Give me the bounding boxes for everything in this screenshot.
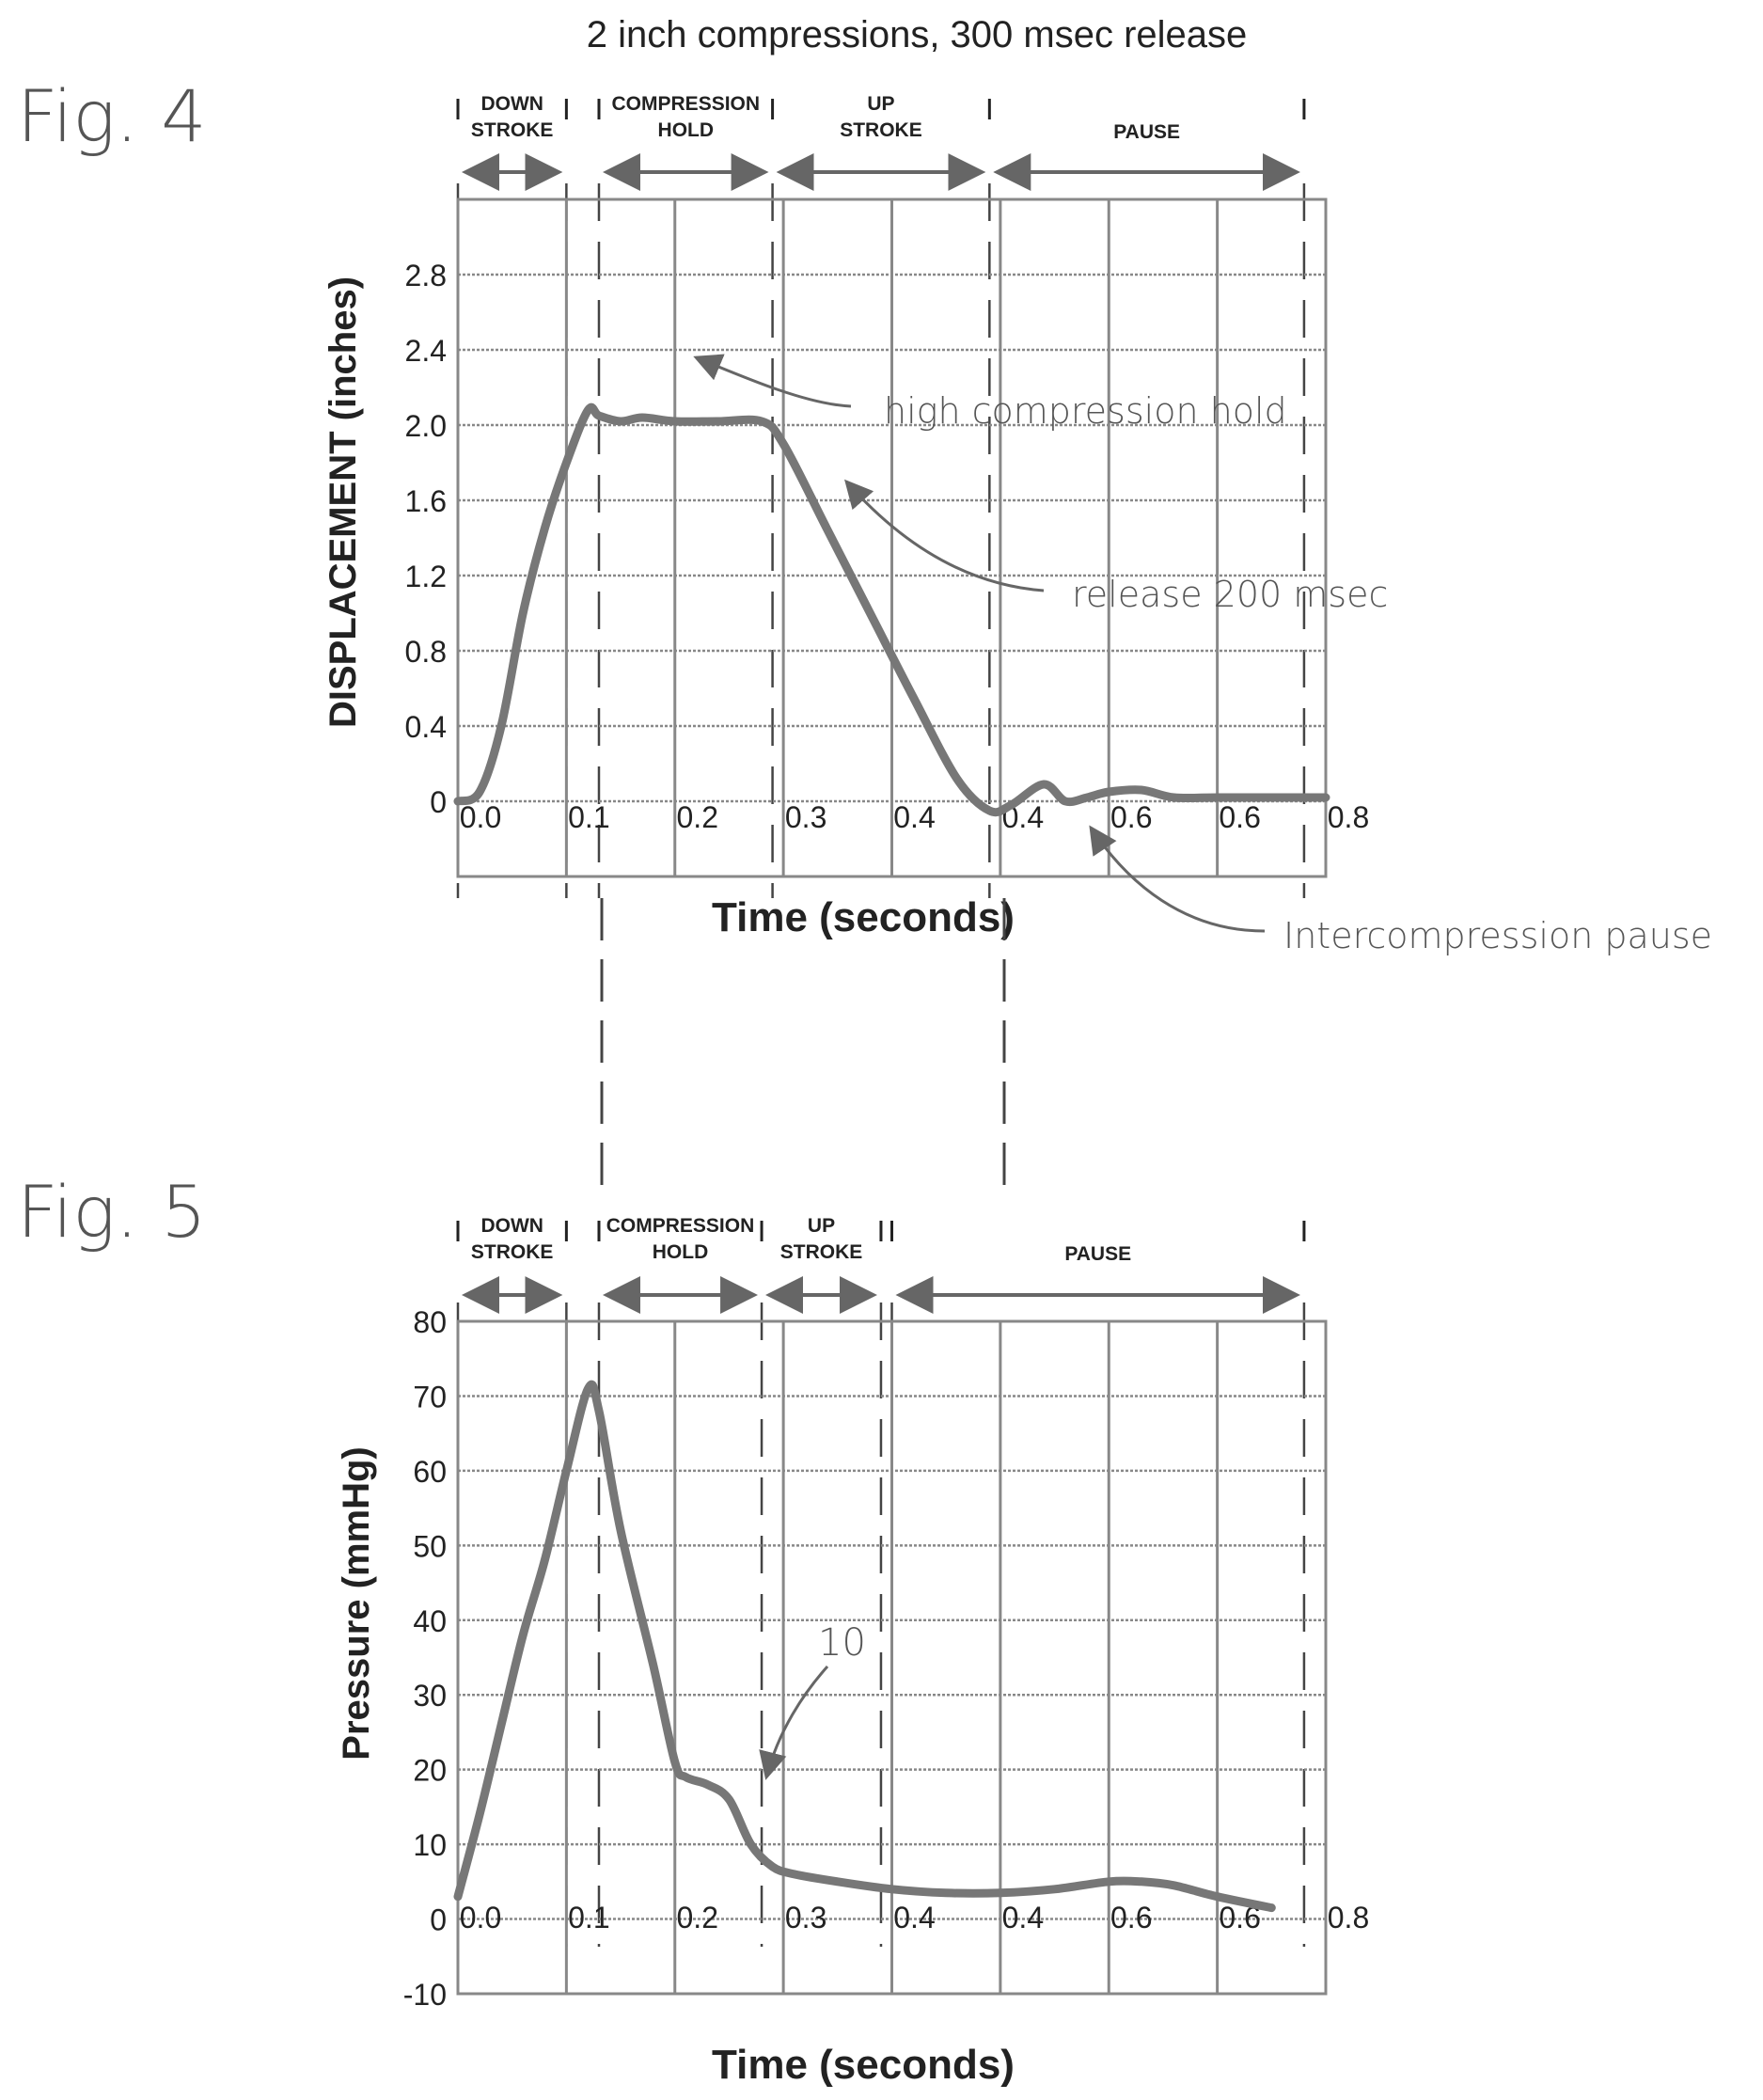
- fig-5-x-tick-label: 0.8: [1328, 1901, 1369, 1934]
- fig-5-y-tick-label: -10: [403, 1978, 447, 2012]
- fig-4-x-tick-label: 0.6: [1110, 800, 1152, 834]
- fig-5-x-tick-label: 0.3: [785, 1901, 826, 1934]
- fig-4-grid: [456, 197, 1328, 878]
- fig-5-x-tick-label: 0.2: [677, 1901, 718, 1934]
- fig-5-series-line: [453, 1380, 1276, 1913]
- fig-5-y-tick-label: 20: [413, 1754, 447, 1788]
- fig-4-y-tick-label: 2.4: [405, 334, 447, 368]
- fig-4-annotation-hold: high compression hold: [884, 390, 1287, 432]
- fig-5-annotation-ref-arrow: [759, 1666, 829, 1780]
- fig-4-x-tick-label: 0.0: [460, 800, 501, 834]
- fig-5-phase-label: COMPRESSION HOLD: [606, 1215, 755, 1263]
- fig-4-phase-label: PAUSE: [1113, 121, 1180, 143]
- fig-4-x-axis-label: Time (seconds): [712, 894, 1015, 940]
- fig-5-ticks: -10 0 10 20 30 40 50 60 70 80 0.0 0.1 0.2 0.3 0.4 0.4 0.…: [403, 1305, 1369, 2012]
- fig-4-x-tick-label: 0.2: [677, 800, 718, 834]
- fig-5-y-tick-label: 0: [430, 1903, 447, 1937]
- fig-5-phase-bar: DOWN STROKE COMPRESSION HOLD UP STROKE PAUSE: [456, 1215, 1306, 1947]
- fig-4-y-tick-label: 1.6: [405, 484, 447, 518]
- fig-4-annotation-pause: Intercompression pause: [1283, 915, 1712, 956]
- fig-5-phase-label: UP STROKE: [780, 1215, 863, 1263]
- fig-4-x-tick-label: 0.6: [1219, 800, 1260, 834]
- fig-4-y-tick-label: 0.4: [405, 710, 447, 744]
- fig-4-phase-label: COMPRESSION HOLD: [612, 93, 761, 141]
- page-title: 2 inch compressions, 300 msec release: [587, 14, 1248, 55]
- fig-4-x-tick-label: 0.8: [1328, 800, 1369, 834]
- fig-4-y-axis-label: DISPLACEMENT (inches): [323, 276, 364, 728]
- fig-4-y-tick-label: 1.2: [405, 560, 447, 593]
- fig-5-x-tick-label: 0.4: [1002, 1901, 1044, 1934]
- fig-4-x-tick-label: 0.3: [785, 800, 826, 834]
- fig-5-x-tick-label: 0.6: [1110, 1901, 1152, 1934]
- fig-4-phase-label: UP STROKE: [840, 93, 922, 141]
- fig-5-y-tick-label: 30: [413, 1679, 447, 1713]
- fig-5-series: [453, 1380, 1276, 1913]
- fig-4-series: [453, 403, 1330, 817]
- fig-4-x-tick-label: 0.4: [893, 800, 935, 834]
- fig-5-chart: Fig. 5 DOWN STROKE COMPRESSION HOLD UP STROKE…: [17, 1170, 1369, 2088]
- fig-5-phase-label: DOWN STROKE: [471, 1215, 554, 1263]
- fig-4-annotation-hold-arrow: [693, 354, 852, 408]
- fig-4-label: Fig. 4: [17, 74, 207, 158]
- fig-5-grid: [456, 1319, 1328, 1996]
- fig-5-x-axis-label: Time (seconds): [712, 2042, 1015, 2088]
- fig-5-y-tick-label: 60: [413, 1455, 447, 1489]
- fig-5-x-tick-label: 0.1: [568, 1901, 609, 1934]
- fig-5-x-tick-label: 0.0: [460, 1901, 501, 1934]
- fig-5-y-tick-label: 40: [413, 1604, 447, 1638]
- fig-4-chart: Fig. 4 DOWN STROKE COMPRESSION HOLD UP STROKE…: [17, 74, 1712, 956]
- fig-5-phase-label: PAUSE: [1064, 1243, 1131, 1265]
- fig-4-y-tick-label: 0.8: [405, 635, 447, 669]
- fig-4-y-tick-label: 0: [430, 785, 447, 819]
- shared-phase-dashed-lines: [600, 898, 1006, 1192]
- fig-5-y-tick-label: 10: [413, 1828, 447, 1862]
- fig-4-series-line: [453, 403, 1330, 817]
- fig-5-x-tick-label: 0.4: [893, 1901, 935, 1934]
- fig-4-y-tick-label: 2.0: [405, 409, 447, 443]
- fig-5-y-tick-label: 50: [413, 1529, 447, 1563]
- fig-4-phase-label: DOWN STROKE: [471, 93, 554, 141]
- fig-5-y-tick-label: 80: [413, 1305, 447, 1339]
- fig-4-annotation-release-arrow: [844, 479, 1045, 592]
- fig-5-label: Fig. 5: [17, 1170, 207, 1254]
- fig-4-ticks: 00.40.81.21.62.02.42.80.0 0.1 0.2 0.3 0.4 0.4…: [405, 259, 1370, 834]
- fig-5-y-axis-label: Pressure (mmHg): [336, 1446, 377, 1760]
- fig-4-annotation-pause-arrow: [1089, 825, 1266, 933]
- fig-4-annotation-release: release 200 msec: [1072, 574, 1388, 615]
- fig-4-x-tick-label: 0.1: [568, 800, 609, 834]
- fig-4-y-tick-label: 2.8: [405, 259, 447, 292]
- fig-5-y-tick-label: 70: [413, 1380, 447, 1413]
- fig-5-annotation-ref: 10: [818, 1621, 866, 1665]
- fig-4-phase-bar: DOWN STROKE COMPRESSION HOLD UP STROKE PAUSE: [456, 93, 1306, 898]
